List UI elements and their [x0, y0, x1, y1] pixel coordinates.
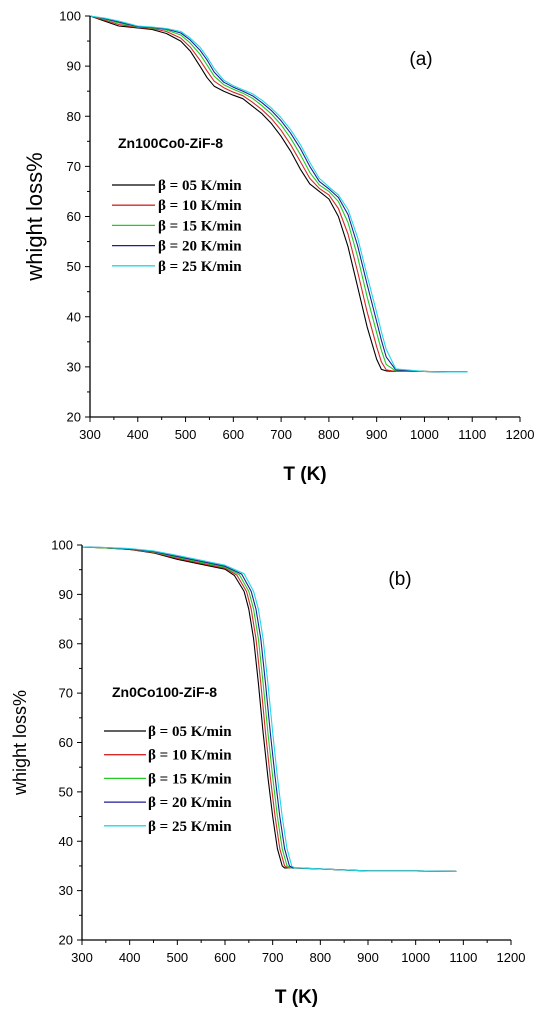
legend: β = 05 K/min β = 10 K/min β = 15 K/min β = … [104, 724, 232, 835]
legend-label: β = 05 K/min [148, 724, 232, 740]
x-tick-label: 900 [357, 950, 379, 965]
chart-panel-b: 300 400 500 600 700 800 900 1000 1100 1200 20 30 40 5… [10, 538, 525, 1009]
x-tick-label: 600 [222, 427, 244, 442]
x-tick-label: 1000 [410, 427, 439, 442]
x-axis-title: T (K) [283, 464, 326, 485]
legend-label: β = 20 K/min [158, 239, 242, 255]
legend-label: β = 25 K/min [148, 819, 232, 835]
y-tick-label: 60 [59, 735, 73, 750]
x-tick-label: 1000 [401, 950, 430, 965]
legend-label: β = 20 K/min [148, 795, 232, 811]
y-tick-label: 20 [59, 933, 73, 948]
x-tick-label: 1100 [458, 427, 486, 442]
y-tick-label: 100 [51, 538, 73, 553]
chart-panel-a: 300 400 500 600 700 800 900 1000 1100 1200 20 30 40 5… [22, 9, 534, 486]
y-tick-label: 100 [59, 9, 81, 24]
y-tick-label: 90 [59, 587, 73, 602]
y-tick-label: 50 [59, 784, 73, 799]
x-tick-label: 400 [119, 950, 141, 965]
x-tick-label: 700 [270, 427, 292, 442]
x-tick-label: 500 [175, 427, 197, 442]
y-tick-label: 80 [59, 636, 73, 651]
x-axis-title: T (K) [275, 987, 318, 1008]
y-tick-label: 50 [67, 259, 81, 274]
y-tick-label: 40 [59, 834, 73, 849]
y-tick-label: 70 [67, 159, 81, 174]
legend-label: β = 15 K/min [148, 771, 232, 787]
x-tick-label: 1200 [497, 950, 526, 965]
y-axis-title: whight loss% [22, 152, 47, 281]
y-tick-label: 30 [67, 359, 81, 374]
legend-label: β = 10 K/min [158, 198, 242, 214]
y-tick-label: 90 [67, 59, 81, 74]
x-tick-label: 1100 [449, 950, 477, 965]
legend-label: β = 15 K/min [158, 218, 242, 234]
x-tick-label: 800 [309, 950, 331, 965]
series-line-1 [89, 15, 468, 373]
legend-label: β = 25 K/min [158, 259, 242, 275]
x-tick-label: 300 [71, 950, 93, 965]
legend: β = 05 K/min β = 10 K/min β = 15 K/min β = … [112, 178, 242, 275]
x-tick-label: 300 [79, 427, 101, 442]
y-tick-label: 70 [59, 686, 73, 701]
x-tick-label: 1200 [506, 427, 535, 442]
y-tick-label: 40 [67, 309, 81, 324]
series-line-5 [89, 15, 468, 373]
legend-label: β = 05 K/min [158, 178, 242, 194]
x-tick-label: 800 [318, 427, 340, 442]
panel-label: (a) [409, 49, 432, 70]
y-tick-label: 20 [67, 410, 81, 425]
series-line-4 [89, 15, 468, 373]
series-line-5 [81, 546, 457, 872]
panel-label: (b) [388, 569, 411, 590]
sample-label: Zn100Co0-ZiF-8 [118, 135, 223, 151]
y-axis-title: whight loss% [10, 690, 30, 796]
x-tick-label: 700 [262, 950, 284, 965]
legend-label: β = 10 K/min [148, 748, 232, 764]
sample-label: Zn0Co100-ZiF-8 [112, 684, 217, 700]
series-line-2 [89, 15, 468, 373]
series-line-3 [89, 15, 468, 373]
x-tick-label: 600 [214, 950, 236, 965]
x-tick-label: 400 [127, 427, 149, 442]
x-tick-label: 500 [166, 950, 188, 965]
x-tick-label: 900 [366, 427, 388, 442]
y-tick-label: 80 [67, 109, 81, 124]
y-tick-label: 30 [59, 883, 73, 898]
y-tick-label: 60 [67, 209, 81, 224]
